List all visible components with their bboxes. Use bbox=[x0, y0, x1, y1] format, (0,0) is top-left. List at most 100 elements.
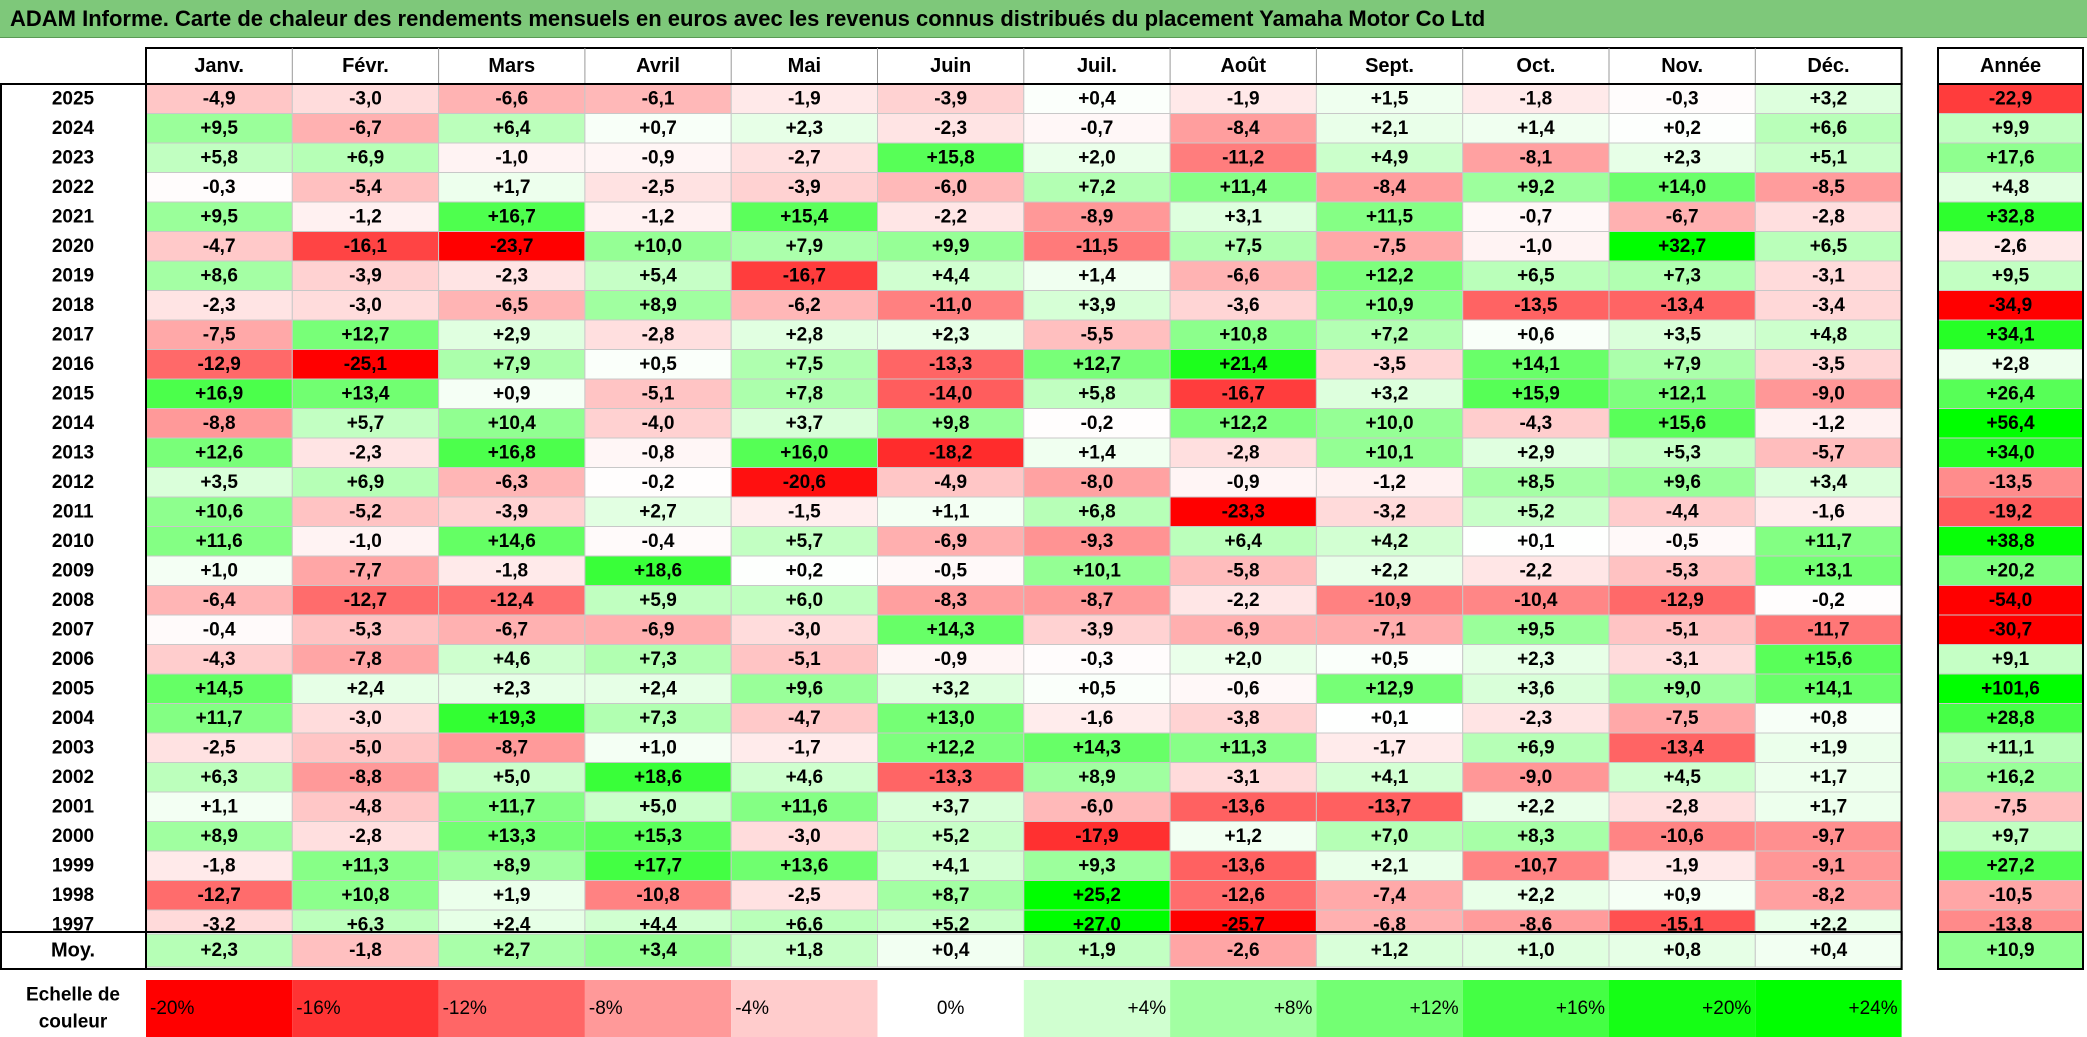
month-header: Déc. bbox=[1807, 55, 1849, 77]
heatmap-cell bbox=[291, 526, 440, 557]
heatmap-cell bbox=[584, 113, 732, 144]
heatmap-cell bbox=[1608, 290, 1756, 321]
cell-value: +21,4 bbox=[1219, 354, 1268, 375]
cell-value: +10,0 bbox=[634, 236, 682, 257]
average-cell bbox=[438, 933, 586, 968]
cell-value: -1,7 bbox=[788, 737, 821, 758]
heatmap-cell bbox=[877, 378, 1025, 409]
cell-value: -0,3 bbox=[1666, 88, 1699, 109]
cell-value: -9,3 bbox=[1081, 531, 1114, 552]
cell-value: +15,8 bbox=[927, 147, 975, 168]
cell-value: -3,9 bbox=[934, 88, 967, 109]
heatmap-cell bbox=[1315, 83, 1464, 114]
cell-value: +4,6 bbox=[786, 767, 824, 788]
cell-value: -1,8 bbox=[203, 855, 236, 876]
heatmap-cell bbox=[1169, 526, 1317, 557]
cell-value: -1,2 bbox=[1812, 413, 1845, 434]
cell-value: -5,2 bbox=[349, 501, 382, 522]
cell-value: +11,7 bbox=[196, 708, 243, 729]
cell-value: -8,9 bbox=[1081, 206, 1114, 227]
cell-value: -8,7 bbox=[1081, 590, 1114, 611]
cell-value: +3,5 bbox=[1663, 324, 1701, 345]
cell-value: +14,1 bbox=[1804, 678, 1853, 699]
cell-value: +12,6 bbox=[195, 442, 243, 463]
heatmap-cell bbox=[1315, 408, 1464, 439]
heatmap-cell bbox=[1608, 172, 1756, 203]
year-label: 1999 bbox=[52, 855, 94, 876]
heatmap-cell bbox=[1754, 378, 1903, 409]
cell-value: -4,0 bbox=[642, 413, 675, 434]
heatmap-cell bbox=[1754, 290, 1903, 321]
cell-value: +3,2 bbox=[1371, 383, 1409, 404]
cell-value: -3,1 bbox=[1666, 649, 1699, 670]
heatmap-cell bbox=[584, 408, 732, 439]
cell-value: -3,6 bbox=[1227, 295, 1260, 316]
cell-value: -3,9 bbox=[1081, 619, 1114, 640]
average-cell bbox=[1315, 933, 1464, 968]
month-header: Avril bbox=[636, 55, 680, 77]
scale-swatch bbox=[1462, 980, 1609, 1037]
heatmap-cell bbox=[1169, 231, 1317, 262]
cell-value: +5,8 bbox=[1078, 383, 1116, 404]
heatmap-cell bbox=[291, 349, 440, 380]
cell-value: +25,2 bbox=[1073, 885, 1121, 906]
cell-value: +7,2 bbox=[1078, 177, 1116, 198]
cell-value: -6,2 bbox=[788, 295, 821, 316]
heatmap-cell bbox=[1023, 555, 1171, 586]
average-value: +0,8 bbox=[1663, 940, 1701, 961]
cell-value: -25,7 bbox=[1222, 914, 1265, 935]
cell-value: +12,2 bbox=[927, 737, 975, 758]
heatmap-cell bbox=[1608, 673, 1756, 704]
heatmap-cell bbox=[1754, 408, 1903, 439]
cell-value: +5,4 bbox=[639, 265, 677, 286]
cell-value: +7,9 bbox=[1663, 354, 1701, 375]
heatmap-cell bbox=[877, 437, 1025, 468]
heatmap-cell bbox=[438, 349, 586, 380]
cell-value: +5,2 bbox=[932, 914, 970, 935]
heatmap-cell bbox=[1462, 467, 1610, 498]
cell-value: -2,8 bbox=[1227, 442, 1260, 463]
year-label: 2012 bbox=[52, 472, 94, 493]
average-cell bbox=[1169, 933, 1317, 968]
cell-value: -2,3 bbox=[495, 265, 528, 286]
heatmap-cell bbox=[1023, 614, 1171, 645]
heatmap-cell bbox=[438, 644, 586, 675]
heatmap-cell bbox=[584, 585, 732, 616]
cell-value: -25,1 bbox=[344, 354, 388, 375]
cell-value: -6,8 bbox=[1373, 914, 1406, 935]
cell-value: -5,7 bbox=[1812, 442, 1845, 463]
cell-value: -2,5 bbox=[642, 177, 675, 198]
cell-value: +32,7 bbox=[1658, 236, 1706, 257]
cell-value: -10,4 bbox=[1514, 590, 1558, 611]
cell-value: +7,3 bbox=[639, 649, 677, 670]
annual-value: +27,2 bbox=[1986, 855, 2034, 876]
cell-value: +8,7 bbox=[932, 885, 970, 906]
cell-value: +8,3 bbox=[1517, 826, 1555, 847]
cell-value: +6,5 bbox=[1810, 236, 1848, 257]
scale-label: Echelle de bbox=[26, 985, 120, 1006]
cell-value: +9,6 bbox=[786, 678, 824, 699]
average-cell bbox=[1023, 933, 1171, 968]
cell-value: -16,1 bbox=[344, 236, 388, 257]
cell-value: -8,8 bbox=[349, 767, 382, 788]
cell-value: -6,9 bbox=[1227, 619, 1260, 640]
heatmap-cell bbox=[145, 201, 293, 232]
cell-value: -12,9 bbox=[197, 354, 240, 375]
heatmap-cell bbox=[1169, 378, 1317, 409]
cell-value: +18,6 bbox=[634, 767, 682, 788]
cell-value: +0,6 bbox=[1517, 324, 1555, 345]
cell-value: +0,9 bbox=[493, 383, 531, 404]
heatmap-cell bbox=[877, 260, 1025, 291]
average-value: +1,9 bbox=[1078, 940, 1116, 961]
cell-value: +3,6 bbox=[1517, 678, 1555, 699]
cell-value: -0,2 bbox=[642, 472, 675, 493]
scale-step-label: +24% bbox=[1848, 998, 1897, 1019]
cell-value: -11,2 bbox=[1222, 147, 1264, 168]
cell-value: +10,8 bbox=[341, 885, 389, 906]
heatmap-cell bbox=[730, 231, 879, 262]
year-label: 1997 bbox=[52, 914, 94, 935]
heatmap-cell bbox=[584, 703, 732, 734]
average-value: +1,0 bbox=[1517, 940, 1555, 961]
cell-value: +4,1 bbox=[1371, 767, 1409, 788]
heatmap-cell bbox=[877, 290, 1025, 321]
